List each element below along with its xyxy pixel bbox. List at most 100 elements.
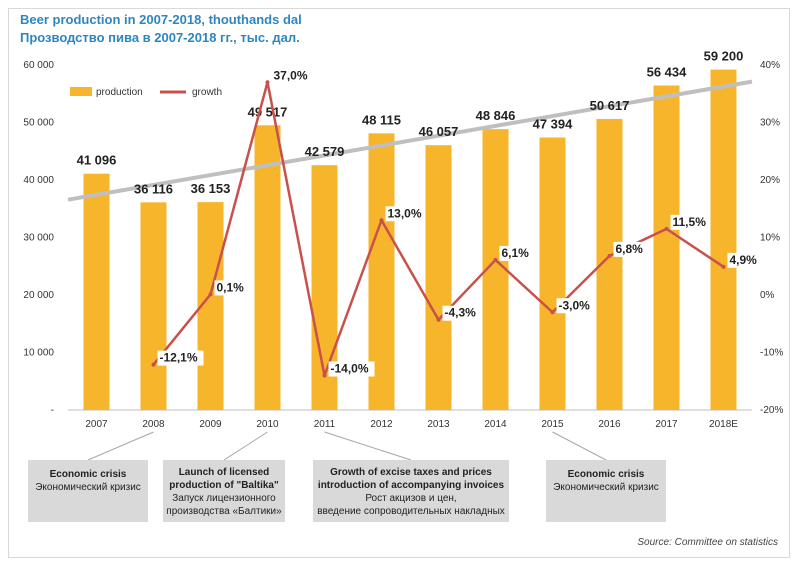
x-tick-label: 2013	[427, 419, 450, 430]
chart-svg: - 10 000 20 000 30 000 40 000 50 000 60 000 -20…	[23, 49, 783, 460]
y-left-tick-label: -	[51, 405, 54, 416]
annotation-title-line: introduction of accompanying invoices	[317, 480, 505, 491]
growth-point	[208, 292, 213, 297]
production-bar	[83, 173, 110, 410]
y-left-tick-label: 20 000	[23, 290, 54, 301]
growth-value-label: -12,1%	[160, 351, 198, 365]
production-bar	[710, 69, 737, 410]
x-tick-label: 2010	[256, 419, 279, 430]
production-bar	[140, 202, 167, 410]
annotation-title: Economic crisis	[567, 469, 645, 480]
x-tick-label: 2018E	[709, 419, 738, 430]
production-value-label: 48 115	[362, 112, 401, 127]
growth-value-label: 37,0%	[274, 68, 308, 82]
growth-label-bg	[613, 241, 646, 257]
growth-value-label: 13,0%	[388, 206, 422, 220]
x-tick-label: 2011	[314, 419, 336, 430]
chart-title: Beer production in 2007-2018, thouthands…	[20, 12, 302, 27]
production-bar	[425, 145, 452, 411]
y-left-tick-label: 40 000	[23, 175, 54, 186]
annotation-text: производства «Балтики»	[166, 506, 282, 517]
growth-label-bg	[442, 305, 482, 321]
x-tick-label: 2016	[598, 419, 621, 430]
growth-label-bg	[271, 68, 311, 84]
y-right-tick-label: 10%	[760, 233, 780, 244]
growth-point	[721, 264, 726, 269]
growth-point	[379, 218, 384, 223]
legend-production-swatch	[70, 87, 92, 96]
growth-point	[664, 226, 669, 231]
annotation-text: Экономический кризис	[553, 482, 659, 493]
production-value-label: 36 116	[134, 181, 173, 196]
growth-value-label: 6,1%	[502, 246, 530, 260]
production-value-label: 42 579	[305, 144, 345, 159]
x-tick-label: 2009	[199, 419, 222, 430]
annotation-economic-crisis-2015: Economic crisis Экономический кризис	[546, 460, 666, 522]
growth-point	[151, 362, 156, 367]
annotation-text: введение сопроводительных накладных	[317, 506, 505, 517]
x-tick-label: 2012	[370, 419, 393, 430]
production-value-label: 41 096	[77, 153, 117, 168]
annotation-connector	[552, 431, 607, 460]
annotation-text: Экономический кризис	[35, 482, 141, 493]
y-right-tick-label: -20%	[760, 405, 783, 416]
legend-growth-label: growth	[192, 87, 222, 98]
growth-label-bg	[385, 206, 425, 222]
y-right-tick-label: 20%	[760, 175, 780, 186]
growth-value-label: -4,3%	[445, 306, 477, 320]
growth-label-bg	[157, 350, 204, 366]
y-right-tick-label: 30%	[760, 118, 780, 129]
x-tick-label: 2007	[85, 419, 108, 430]
growth-label-bg	[328, 361, 375, 377]
growth-point	[265, 80, 270, 85]
growth-value-label: 4,9%	[730, 253, 758, 267]
growth-value-label: 0,1%	[217, 280, 245, 294]
production-value-label: 46 057	[419, 124, 459, 139]
x-tick-label: 2017	[655, 419, 678, 430]
annotation-text: Рост акцизов и цен,	[365, 493, 457, 504]
source-note: Source: Committee on statistics	[637, 537, 778, 548]
growth-label-bg	[670, 214, 710, 230]
legend-production-label: production	[96, 87, 143, 98]
growth-point	[493, 257, 498, 262]
growth-label-bg	[727, 252, 760, 268]
annotation-baltika-launch: Launch of licensed production of "Baltik…	[163, 460, 285, 522]
y-right-tick-label: 0%	[760, 290, 775, 301]
y-left-tick-label: 10 000	[23, 348, 54, 359]
chart-frame	[8, 8, 790, 558]
growth-point	[550, 310, 555, 315]
production-value-label: 50 617	[590, 98, 630, 113]
annotation-connector	[87, 431, 154, 460]
y-left-tick-label: 30 000	[23, 233, 54, 244]
growth-label-bg	[556, 298, 596, 314]
annotation-connector	[223, 431, 268, 460]
annotation-title-line: production of "Baltika"	[169, 480, 279, 491]
growth-point	[322, 373, 327, 378]
production-trendline	[67, 79, 753, 202]
growth-value-label: 6,8%	[616, 242, 644, 256]
growth-value-label: 11,5%	[673, 215, 707, 229]
production-value-label: 49 517	[248, 104, 288, 119]
annotation-title-line: Launch of licensed	[178, 467, 270, 478]
growth-point	[436, 317, 441, 322]
annotation-title-line: Growth of excise taxes and prices	[330, 467, 492, 478]
growth-value-label: -14,0%	[331, 362, 369, 376]
chart-subtitle: Прозводство пива в 2007-2018 гг., тыс. д…	[20, 30, 300, 45]
annotation-connector	[324, 431, 412, 460]
production-value-label: 47 394	[533, 116, 574, 131]
production-value-label: 48 846	[476, 108, 516, 123]
y-left-tick-label: 60 000	[23, 60, 54, 71]
x-tick-label: 2015	[541, 419, 564, 430]
y-right-tick-label: -10%	[760, 348, 783, 359]
production-value-label: 59 200	[704, 49, 744, 64]
y-right-tick-label: 40%	[760, 60, 780, 71]
production-bar	[653, 85, 680, 410]
y-left-tick-label: 50 000	[23, 118, 54, 129]
production-bar	[539, 137, 566, 410]
x-tick-label: 2014	[484, 419, 507, 430]
annotation-excise-growth: Growth of excise taxes and prices introd…	[313, 460, 509, 522]
growth-point	[607, 253, 612, 258]
production-value-label: 36 153	[191, 181, 231, 196]
growth-value-label: -3,0%	[559, 298, 591, 312]
production-bar	[254, 125, 281, 410]
